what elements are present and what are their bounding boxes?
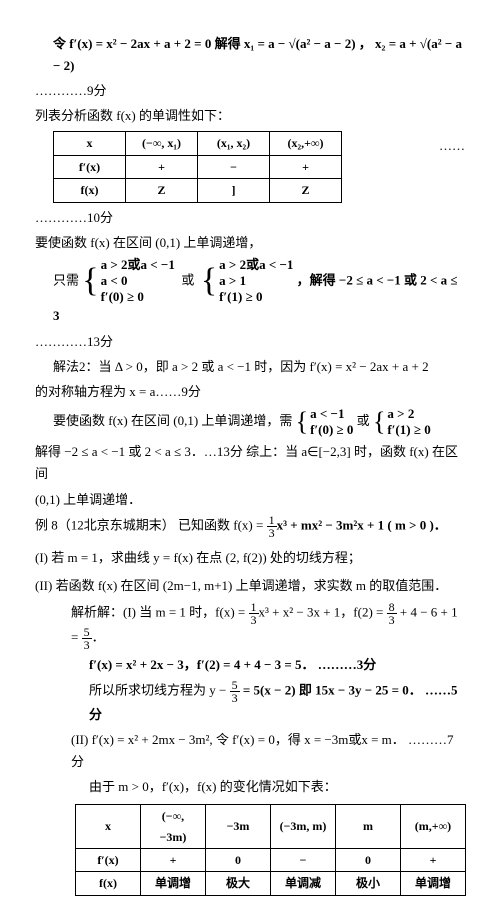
brace-d: { a > 2 f′(1) ≥ 0	[373, 406, 431, 439]
cell: (−3m, m)	[271, 805, 336, 849]
sol-label: 解析解：(I) 当 m = 1 时，f(x) =	[71, 604, 249, 619]
require-mono-lead: 要使函数 f(x) 在区间 (0,1) 上单调递增，	[35, 232, 465, 254]
tangent-line: 所以所求切线方程为 y − 53 = 5(x − 2) 即 15x − 3y −…	[35, 679, 465, 726]
cell: m	[336, 805, 401, 849]
cell: (x₂,+∞)	[270, 132, 342, 155]
table-row: f′(x) + − +	[54, 155, 342, 178]
ex8-fn: x³ + mx² − 3m²x + 1 ( m > 0 )．	[277, 517, 447, 532]
sol-cont: x³ + x² − 3x + 1，f(2) =	[259, 604, 387, 619]
cell: f′(x)	[76, 849, 141, 872]
cell: 单调减	[271, 872, 336, 895]
question-1: (I) 若 m = 1，求曲线 y = f(x) 在点 (2, f(2)) 处的…	[35, 547, 465, 569]
cell: 极小	[336, 872, 401, 895]
ellipsis-right: ……	[439, 130, 465, 163]
part-2-lead: (II) f′(x) = x² + 2mx − 3m², 令 f′(x) = 0…	[35, 729, 465, 773]
table-intro: 列表分析函数 f(x) 的单调性如下：	[35, 105, 465, 127]
solution-line-1: 解析解：(I) 当 m = 1 时，f(x) = 13x³ + x² − 3x …	[35, 601, 465, 651]
cell: (m,+∞)	[401, 805, 466, 849]
method2-concl2: (0,1) 上单调递增．	[35, 489, 465, 511]
cell: +	[126, 155, 198, 178]
cell: Z	[270, 179, 342, 202]
cell: ]	[198, 179, 270, 202]
monotonicity-table-1: x (−∞, x₁) (x₁, x₂) (x₂,+∞) f′(x) + − + …	[53, 131, 342, 202]
method2-line1: 解法2：当 Δ > 0，即 a > 2 或 a < −1 时，因为 f′(x) …	[35, 356, 465, 378]
cell: 单调增	[401, 872, 466, 895]
cell: 0	[206, 849, 271, 872]
cell: +	[270, 155, 342, 178]
table-row: f′(x) + 0 − 0 +	[76, 849, 466, 872]
question-2: (II) 若函数 f(x) 在区间 (2m−1, m+1) 上单调递增，求实数 …	[35, 575, 465, 597]
table-row: x (−∞,−3m) −3m (−3m, m) m (m,+∞)	[76, 805, 466, 849]
period: ．	[92, 629, 105, 644]
cell: x	[76, 805, 141, 849]
derivative-equation: 令 f′(x) = x² − 2ax + a + 2 = 0 解得 x₁ = a…	[35, 33, 465, 77]
method2-need: 要使函数 f(x) 在区间 (0,1) 上单调递增，需 { a < −1 f′(…	[35, 406, 465, 439]
cell: (−∞, x₁)	[126, 132, 198, 155]
or-label: 或	[181, 272, 194, 287]
table-row: f(x) 单调增 极大 单调减 极小 单调增	[76, 872, 466, 895]
tangent-lead: 所以所求切线方程为 y −	[89, 682, 230, 697]
cell: f(x)	[54, 179, 126, 202]
cell: (x₁, x₂)	[198, 132, 270, 155]
cell: −	[271, 849, 336, 872]
cell: +	[401, 849, 466, 872]
brace-condition-line: 只需 { a > 2或a < −1 a < 0 f′(0) ≥ 0 或 { a …	[35, 257, 465, 328]
brace-a: { a > 2或a < −1 a < 0 f′(0) ≥ 0	[82, 257, 175, 306]
score-13: …………13分	[35, 331, 465, 353]
or-label-2: 或	[357, 413, 370, 428]
need-lead: 要使函数 f(x) 在区间 (0,1) 上单调递增，需	[53, 413, 292, 428]
example-8-title: 例 8（12北京东城期末） 已知函数 f(x) = 13x³ + mx² − 3…	[35, 514, 465, 539]
table-row: x (−∞, x₁) (x₁, x₂) (x₂,+∞)	[54, 132, 342, 155]
score-10: …………10分	[35, 207, 465, 229]
cell: x	[54, 132, 126, 155]
only-need-label: 只需	[53, 272, 79, 287]
cell: −3m	[206, 805, 271, 849]
cell: 极大	[206, 872, 271, 895]
cell: f(x)	[76, 872, 141, 895]
cell: Z	[126, 179, 198, 202]
ex8-lead: 例 8（12北京东城期末） 已知函数 f(x) =	[35, 517, 267, 532]
table2-lead: 由于 m > 0，f′(x)，f(x) 的变化情况如下表：	[35, 776, 465, 798]
score-9: …………9分	[35, 80, 465, 102]
cell: −	[198, 155, 270, 178]
method2-concl: 解得 −2 ≤ a < −1 或 2 < a ≤ 3．…13分 综上：当 a∈[…	[35, 441, 465, 485]
derivative-at-2: f′(x) = x² + 2x − 3，f′(2) = 4 + 4 − 3 = …	[35, 654, 465, 676]
brace-c: { a < −1 f′(0) ≥ 0	[296, 406, 354, 439]
cell: +	[141, 849, 206, 872]
method2-axis: 的对称轴方程为 x = a……9分	[35, 381, 465, 403]
cell: f′(x)	[54, 155, 126, 178]
table-row: f(x) Z ] Z	[54, 179, 342, 202]
monotonicity-table-2: x (−∞,−3m) −3m (−3m, m) m (m,+∞) f′(x) +…	[75, 804, 466, 896]
cell: 单调增	[141, 872, 206, 895]
brace-b: { a > 2或a < −1 a > 1 f′(1) ≥ 0	[201, 257, 294, 306]
cell: 0	[336, 849, 401, 872]
cell: (−∞,−3m)	[141, 805, 206, 849]
